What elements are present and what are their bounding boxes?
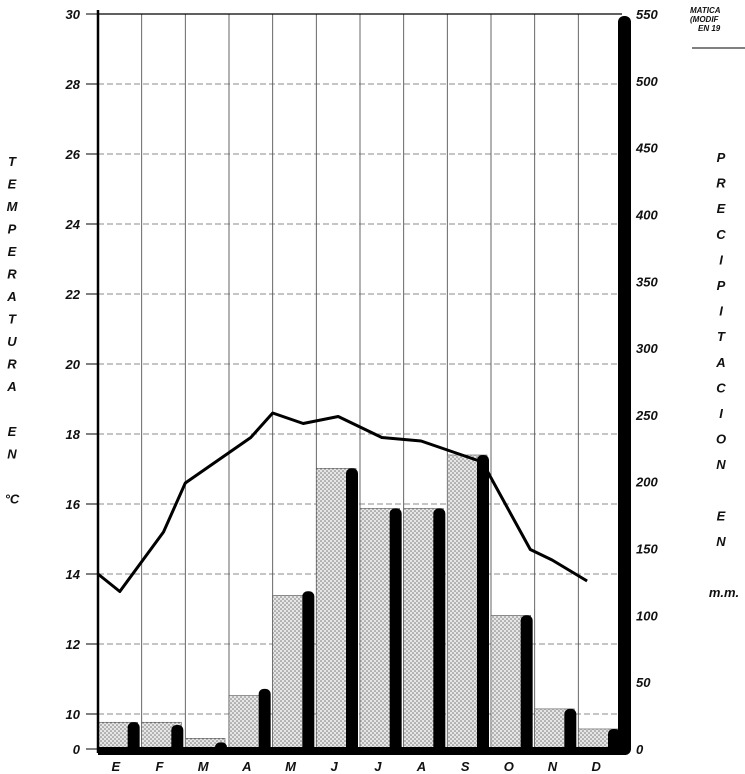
temperature-label-letter: A (6, 289, 16, 304)
precipitation-label-letter: m.m. (709, 585, 739, 600)
temperature-tick-label: 22 (65, 287, 81, 302)
precipitation-tick-label: 500 (636, 74, 658, 89)
precipitation-tick-label: 200 (635, 475, 658, 490)
black-precip-bar (564, 708, 577, 755)
precipitation-tick-label: 50 (636, 675, 651, 690)
temperature-line-path (97, 411, 588, 593)
temperature-label-letter: U (7, 334, 17, 349)
precipitation-label-letter: O (716, 432, 726, 447)
temperature-label-letter: N (7, 447, 17, 462)
corner-caption-line: MATICA (690, 6, 721, 15)
bottom-axis (98, 747, 626, 755)
precipitation-black-bars (127, 455, 620, 755)
temperature-label-letter: T (8, 312, 17, 327)
precipitation-tick-label: 0 (636, 742, 644, 757)
temperature-tick-label: 16 (66, 497, 81, 512)
temperature-label-letter: R (7, 357, 17, 372)
precipitation-tick-label: 550 (636, 7, 658, 22)
temperature-label-letter: °C (5, 492, 20, 507)
black-precip-bar (520, 615, 533, 755)
precipitation-label-letter: I (719, 252, 723, 267)
month-label: A (241, 759, 251, 774)
precipitation-label-letter: P (717, 278, 726, 293)
month-label: D (591, 759, 601, 774)
temperature-label-letter: E (8, 244, 17, 259)
precipitation-tick-label: 450 (635, 141, 658, 156)
axes (96, 10, 631, 755)
precipitation-label-letter: N (716, 534, 726, 549)
precipitation-label-letter: N (716, 457, 726, 472)
temperature-label-letter: P (8, 222, 17, 237)
precipitation-label-letter: C (716, 227, 726, 242)
black-precip-bar (433, 508, 446, 755)
temperature-label-letter: E (8, 177, 17, 192)
black-precip-bar (302, 591, 315, 755)
corner-caption-line: (MODIF (690, 15, 720, 24)
precipitation-label-letter: P (717, 150, 726, 165)
precipitation-label-letter: R (716, 176, 726, 191)
month-label: J (374, 759, 382, 774)
precipitation-tick-label: 100 (636, 608, 658, 623)
temperature-tick-label: 26 (65, 147, 81, 162)
month-label: O (504, 759, 514, 774)
month-label: F (156, 759, 165, 774)
month-label: J (331, 759, 339, 774)
month-label: M (285, 759, 297, 774)
month-label: S (461, 759, 470, 774)
temperature-tick-label: 28 (65, 77, 81, 92)
temperature-label-letter: A (6, 379, 16, 394)
temperature-tick-label: 30 (66, 7, 81, 22)
temperature-tick-label: 10 (66, 707, 81, 722)
black-precip-bar (389, 508, 402, 755)
precipitation-label-letter: C (716, 380, 726, 395)
temperature-label-letter: M (7, 199, 19, 214)
precipitation-tick-label: 250 (635, 408, 658, 423)
precipitation-tick-labels: 0 50 100 150 200 250 300 350 400 450 500 550 (635, 7, 658, 757)
precipitation-tick-label: 400 (635, 207, 658, 222)
temperature-tick-label: 12 (66, 637, 81, 652)
right-axis (618, 16, 631, 755)
temperature-tick-label: 18 (66, 427, 81, 442)
precipitation-label-letter: E (717, 508, 726, 523)
black-precip-bar (477, 455, 489, 755)
month-label: E (111, 759, 120, 774)
precipitation-label-letter: I (719, 304, 723, 319)
precipitation-label-letter: T (717, 329, 726, 344)
temperature-label-letter: E (8, 424, 17, 439)
corner-caption-line: EN 19 (698, 24, 721, 33)
precipitation-label-letter: I (719, 406, 723, 421)
precipitation-label-letter: A (715, 355, 725, 370)
black-precip-bar (258, 688, 271, 755)
temperature-label-letter: T (8, 154, 17, 169)
precipitation-label-letter: E (717, 201, 726, 216)
precipitation-tick-label: 350 (636, 274, 658, 289)
temperature-line (97, 411, 588, 593)
temperature-tick-label: 0 (73, 742, 81, 757)
precipitation-tick-label: 150 (636, 542, 658, 557)
precipitation-tick-label: 300 (636, 341, 658, 356)
month-label: A (416, 759, 426, 774)
month-label: M (198, 759, 210, 774)
temperature-tick-label: 20 (65, 357, 81, 372)
temperature-label-letter: R (7, 267, 17, 282)
temperature-tick-labels: 0 10 12 14 16 18 20 22 24 26 28 30 (65, 7, 98, 757)
temperature-tick-label: 14 (66, 567, 81, 582)
black-precip-bar (346, 468, 358, 755)
month-label: N (548, 759, 558, 774)
black-precip-bar (127, 722, 140, 755)
temperature-tick-label: 24 (65, 217, 81, 232)
precipitation-shaded-bars (97, 454, 619, 750)
